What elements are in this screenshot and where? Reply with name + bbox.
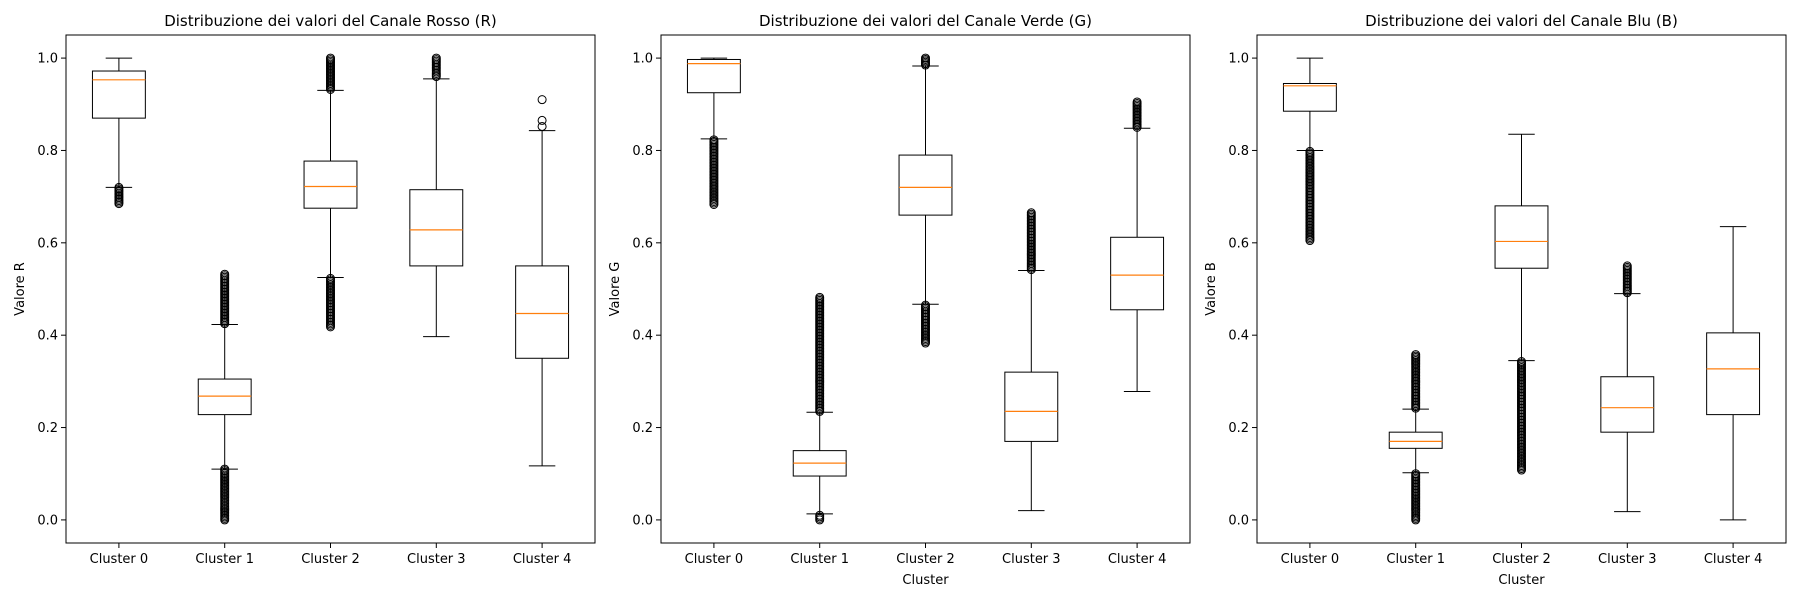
x-tick-label: Cluster 1: [195, 552, 254, 567]
chart-panel-2: Distribuzione dei valori del Canale Blu …: [1204, 12, 1787, 588]
y-tick-label: 0.2: [632, 421, 653, 436]
x-tick-label: Cluster 0: [685, 552, 744, 567]
y-tick-label: 1.0: [632, 52, 653, 67]
flier-high: [326, 53, 335, 63]
x-tick-label: Cluster 1: [1386, 552, 1445, 567]
box-body: [898, 154, 953, 216]
y-tick-label: 0.6: [1228, 236, 1249, 251]
flier-low: [1305, 146, 1315, 156]
flier-low: [220, 464, 230, 474]
x-tick-label: Cluster 4: [513, 552, 572, 567]
flier-high: [1411, 350, 1421, 360]
box-2: [898, 53, 953, 348]
box-1: [792, 292, 847, 525]
flier-high: [431, 53, 441, 63]
x-tick-label: Cluster 3: [1598, 552, 1657, 567]
box-2: [1494, 133, 1549, 475]
x-tick-label: Cluster 4: [1108, 552, 1167, 567]
plot-frame: [1256, 34, 1787, 544]
box-body: [1494, 205, 1549, 269]
x-tick-label: Cluster 3: [1002, 552, 1061, 567]
flier-high: [1622, 261, 1632, 271]
box-body: [515, 265, 570, 359]
flier-low: [709, 135, 719, 145]
x-tick-label: Cluster 1: [790, 552, 849, 567]
chart-title: Distribuzione dei valori del Canale Ross…: [164, 12, 497, 30]
y-tick-label: 0.6: [632, 236, 653, 251]
flier-high: [1132, 97, 1142, 107]
y-axis-label: Valore G: [608, 262, 623, 317]
flier-low: [1517, 357, 1526, 367]
y-axis-label: Valore R: [13, 262, 28, 316]
box-1: [1388, 350, 1443, 525]
box-body: [1706, 332, 1761, 416]
box-body: [409, 189, 464, 267]
flier-low: [1411, 469, 1421, 479]
x-tick-label: Cluster 0: [1281, 552, 1340, 567]
x-tick-label: Cluster 2: [1492, 552, 1551, 567]
flier-high: [537, 121, 547, 131]
box-3: [1004, 208, 1059, 512]
chart-title: Distribuzione dei valori del Canale Verd…: [759, 12, 1092, 30]
y-tick-label: 1.0: [1228, 52, 1249, 67]
plot-frame: [65, 34, 596, 544]
y-tick-label: 0.8: [1228, 144, 1249, 159]
flier-low: [921, 300, 930, 310]
box-0: [1282, 57, 1337, 246]
box-0: [91, 57, 146, 209]
box-body: [197, 378, 252, 416]
x-tick-label: Cluster 4: [1704, 552, 1763, 567]
plot-frame: [660, 34, 1191, 544]
y-tick-label: 0.0: [632, 513, 653, 528]
flier-low: [815, 510, 825, 520]
flier-high: [537, 95, 547, 105]
y-tick-label: 1.0: [37, 52, 58, 67]
box-body: [1004, 371, 1059, 442]
x-axis-label: Cluster: [902, 573, 949, 588]
y-tick-label: 0.8: [37, 144, 58, 159]
box-body: [91, 70, 146, 119]
flier-high: [921, 53, 930, 63]
box-1: [197, 269, 252, 525]
chart-panel-1: Distribuzione dei valori del Canale Verd…: [608, 12, 1191, 588]
x-tick-label: Cluster 3: [407, 552, 466, 567]
chart-title: Distribuzione dei valori del Canale Blu …: [1365, 12, 1678, 30]
flier-high: [815, 292, 825, 302]
y-tick-label: 0.8: [632, 144, 653, 159]
flier-low: [114, 182, 124, 192]
x-axis-label: Cluster: [1498, 573, 1545, 588]
x-tick-label: Cluster 2: [896, 552, 955, 567]
box-body: [1600, 376, 1655, 433]
flier-high: [220, 269, 230, 279]
box-3: [1600, 261, 1655, 513]
flier-high: [1026, 208, 1036, 218]
y-tick-label: 0.6: [37, 236, 58, 251]
y-tick-label: 0.2: [1228, 421, 1249, 436]
y-tick-label: 0.2: [37, 421, 58, 436]
box-body: [303, 160, 358, 209]
box-body: [1282, 82, 1337, 112]
box-4: [515, 95, 570, 467]
flier-low: [326, 273, 335, 283]
y-tick-label: 0.0: [1228, 513, 1249, 528]
x-tick-label: Cluster 2: [301, 552, 360, 567]
box-body: [1110, 236, 1165, 311]
box-3: [409, 53, 464, 338]
box-body: [686, 58, 741, 94]
flier-high: [537, 115, 547, 125]
box-body: [1388, 431, 1443, 449]
y-tick-label: 0.4: [37, 329, 58, 344]
box-4: [1706, 226, 1761, 521]
box-2: [303, 53, 358, 332]
chart-panel-0: Distribuzione dei valori del Canale Ross…: [13, 12, 596, 567]
y-tick-label: 0.4: [1228, 329, 1249, 344]
x-tick-label: Cluster 0: [90, 552, 149, 567]
y-tick-label: 0.4: [632, 329, 653, 344]
box-0: [686, 57, 741, 209]
y-tick-label: 0.0: [37, 513, 58, 528]
box-4: [1110, 97, 1165, 393]
y-axis-label: Valore B: [1204, 262, 1219, 316]
